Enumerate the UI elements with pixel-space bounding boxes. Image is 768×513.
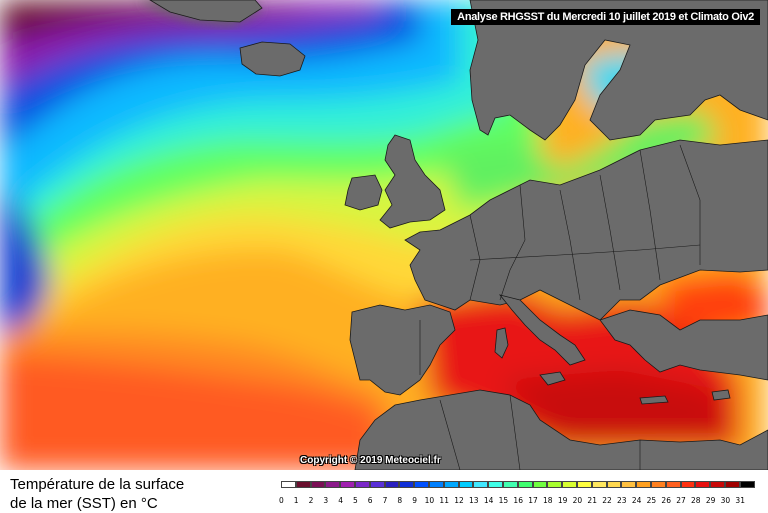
scale-swatch <box>369 481 385 488</box>
scale-tick-label: 26 <box>661 496 671 505</box>
legend-title-line1: Température de la surface <box>10 476 185 493</box>
color-scale-labels: 0 1 2 3 4 5 6 7 8 9 10 11 12 13 14 15 16 17 18 19 20 21 22 23 24… <box>274 496 768 508</box>
scale-swatch <box>547 481 563 488</box>
scale-swatch <box>354 481 370 488</box>
scale-tick-label: 17 <box>528 496 538 505</box>
scale-tick-label: 5 <box>353 496 358 505</box>
scale-swatch <box>621 481 637 488</box>
legend-title-line2: de la mer (SST) en °C <box>10 495 158 512</box>
scale-tick-label: 2 <box>308 496 314 505</box>
scale-swatch <box>606 481 622 488</box>
scale-tick-label: 4 <box>338 496 343 505</box>
scale-tick-label: 15 <box>498 496 509 505</box>
scale-swatch <box>399 481 415 488</box>
scale-tick-label: 28 <box>691 496 701 505</box>
scale-swatch <box>724 481 740 488</box>
scale-tick-label: 27 <box>676 496 686 505</box>
scale-swatch <box>340 481 355 488</box>
scale-swatch <box>325 481 341 488</box>
legend-panel: Température de la surface de la mer (SST… <box>0 470 768 512</box>
scale-swatch <box>384 481 400 488</box>
scale-swatch <box>532 481 548 488</box>
scale-tick-label: 8 <box>397 496 403 505</box>
scale-swatch <box>650 481 666 488</box>
scale-swatch <box>428 481 444 488</box>
scale-swatch <box>680 481 696 488</box>
scale-tick-label: 7 <box>382 496 388 505</box>
scale-swatch <box>310 481 326 488</box>
scale-swatch <box>739 481 755 488</box>
copyright-notice: Copyright © 2019 Meteociel.fr <box>300 455 441 466</box>
scale-swatch <box>665 481 681 488</box>
scale-tick-label: 21 <box>587 496 597 505</box>
scale-tick-label: 12 <box>454 496 464 505</box>
color-scale <box>281 481 755 488</box>
scale-tick-label: 31 <box>735 496 745 505</box>
scale-tick-label: 11 <box>439 496 449 505</box>
scale-swatch <box>710 481 725 488</box>
scale-tick-label: 22 <box>602 496 612 505</box>
scale-swatch <box>488 481 503 488</box>
scale-tick-label: 16 <box>513 496 523 505</box>
scale-tick-label: 19 <box>557 496 568 505</box>
scale-swatch <box>281 481 296 488</box>
scale-swatch <box>414 481 429 488</box>
scale-tick-label: 1 <box>293 496 299 505</box>
legend-title: Température de la surface de la mer (SST… <box>10 475 184 513</box>
scale-swatch <box>517 481 533 488</box>
sst-map <box>0 0 768 470</box>
scale-tick-label: 23 <box>617 496 627 505</box>
scale-tick-label: 0 <box>279 496 284 505</box>
scale-swatch <box>502 481 518 488</box>
scale-tick-label: 25 <box>646 496 657 505</box>
scale-tick-label: 10 <box>424 496 435 505</box>
scale-swatch <box>636 481 651 488</box>
scale-swatch <box>591 481 607 488</box>
scale-swatch <box>473 481 489 488</box>
scale-swatch <box>562 481 577 488</box>
scale-swatch <box>458 481 474 488</box>
scale-swatch <box>295 481 311 488</box>
scale-tick-label: 13 <box>469 496 479 505</box>
scale-swatch <box>695 481 711 488</box>
scale-tick-label: 30 <box>720 496 731 505</box>
land-outlines <box>149 0 768 470</box>
scale-tick-label: 29 <box>705 496 716 505</box>
scale-tick-label: 9 <box>412 496 417 505</box>
scale-tick-label: 6 <box>367 496 373 505</box>
scale-tick-label: 24 <box>631 496 642 505</box>
scale-swatch <box>576 481 592 488</box>
scale-tick-label: 3 <box>323 496 329 505</box>
map-header-title: Analyse RHGSST du Mercredi 10 juillet 20… <box>451 9 760 25</box>
scale-swatch <box>443 481 459 488</box>
scale-tick-label: 18 <box>543 496 553 505</box>
scale-tick-label: 20 <box>572 496 583 505</box>
scale-tick-label: 14 <box>483 496 494 505</box>
